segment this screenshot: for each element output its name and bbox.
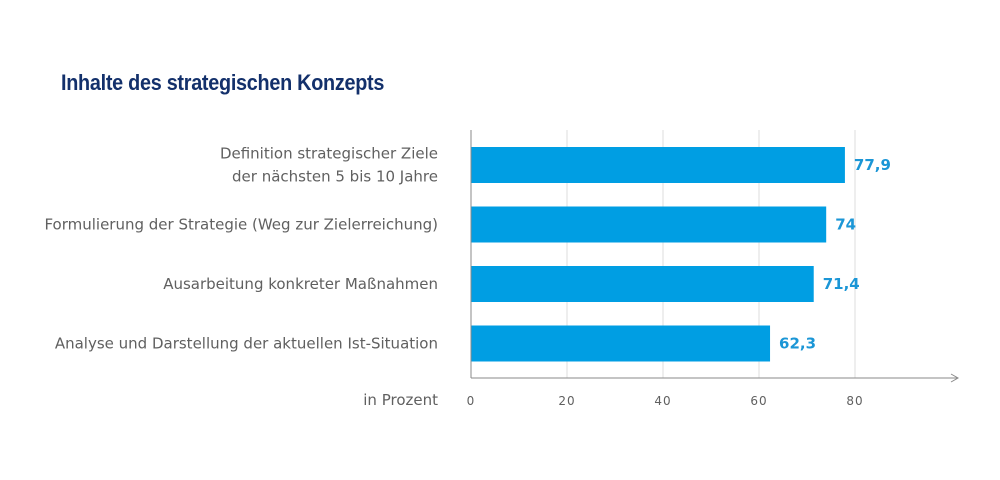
- bar: [471, 206, 827, 243]
- bar-value-label: 62,3: [779, 335, 816, 353]
- bar-value-label: 71,4: [823, 275, 860, 293]
- bar-value-label: 77,9: [854, 156, 891, 174]
- bar: [471, 325, 771, 362]
- category-label: der nächsten 5 bis 10 Jahre: [232, 168, 438, 186]
- x-tick-label: 80: [846, 394, 863, 408]
- x-tick-label: 40: [654, 394, 671, 408]
- category-label: Formulierung der Strategie (Weg zur Ziel…: [44, 216, 438, 234]
- bars: 77,9 74 71,4 62,3: [471, 147, 891, 362]
- category-label: Ausarbeitung konkreter Maßnahmen: [163, 275, 438, 293]
- category-labels: Definition strategischer Ziele der nächst…: [44, 145, 438, 353]
- x-axis-label: in Prozent: [363, 391, 438, 409]
- chart-title: Inhalte des strategischen Konzepts: [61, 70, 385, 95]
- bar: [471, 266, 814, 302]
- category-label: Definition strategischer Ziele: [220, 145, 438, 163]
- bar-value-label: 74: [835, 216, 856, 234]
- x-tick-label: 60: [750, 394, 767, 408]
- category-label: Analyse und Darstellung der aktuellen Is…: [55, 335, 438, 353]
- x-tick-label: 0: [467, 394, 476, 408]
- x-tick-label: 20: [558, 394, 575, 408]
- x-axis-arrow-icon: [950, 373, 960, 383]
- x-axis: 0 20 40 60 80: [467, 130, 960, 408]
- bar: [471, 147, 845, 183]
